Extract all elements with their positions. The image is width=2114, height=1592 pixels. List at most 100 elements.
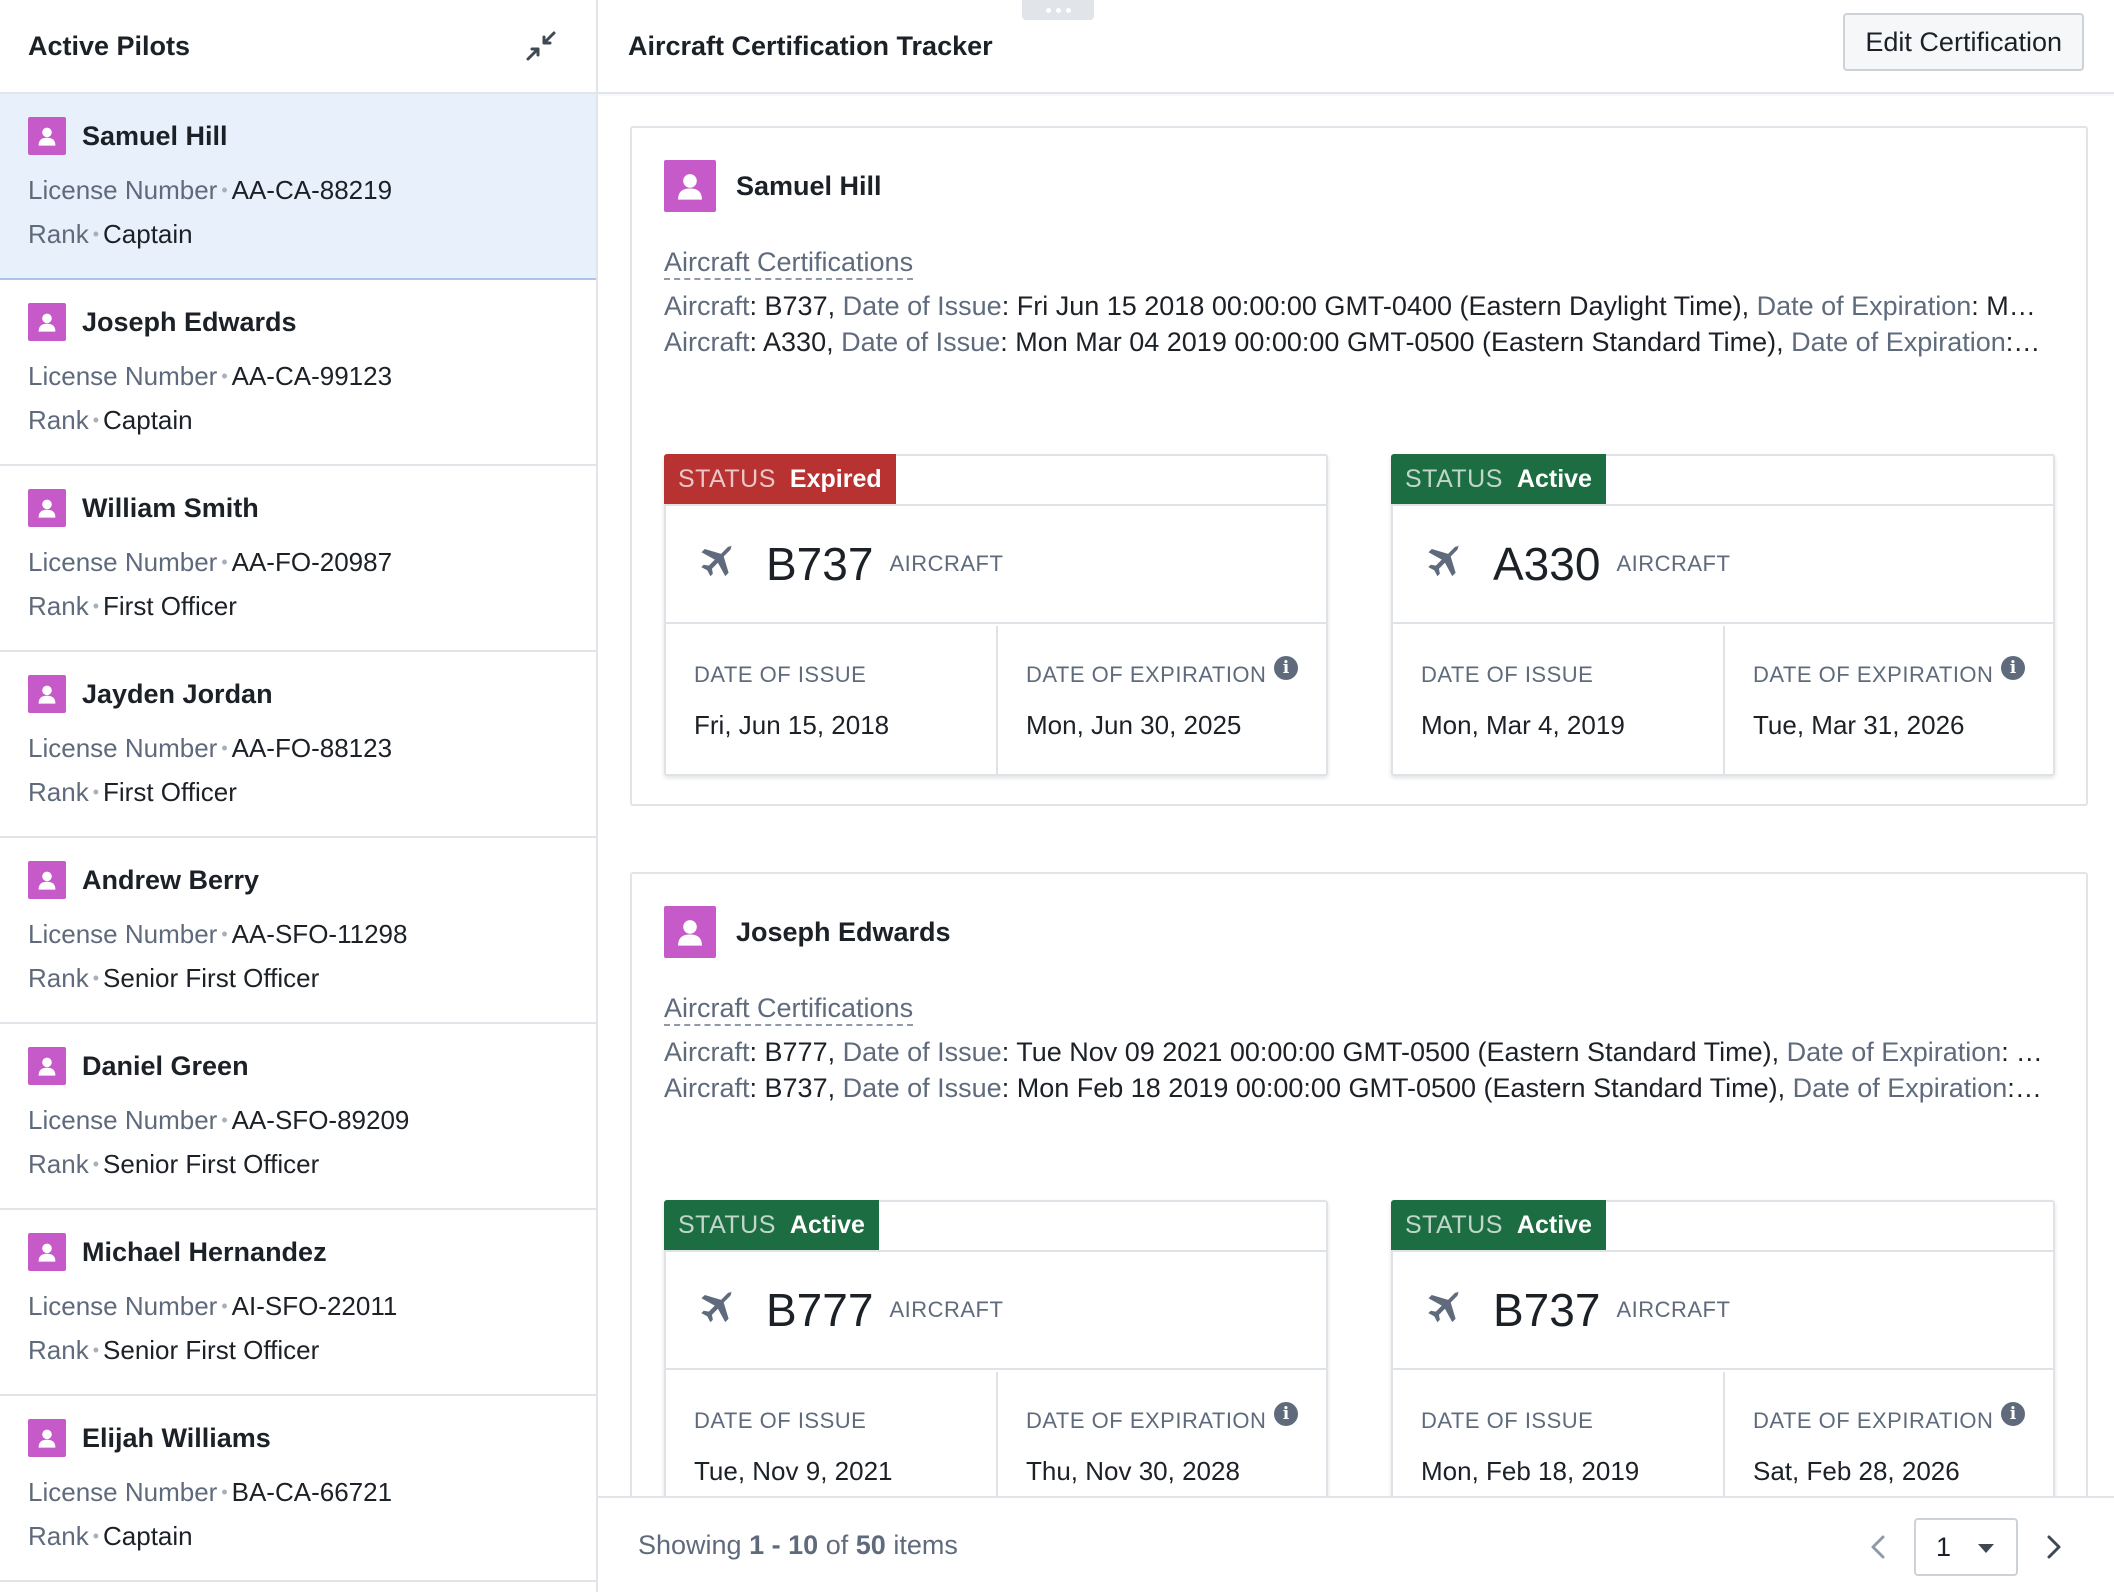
pilot-list-item[interactable]: William Smith License Number • AA-FO-20987 R… [0, 466, 596, 652]
main-panel: Aircraft Certification Tracker Edit Cert… [598, 0, 2114, 1592]
pilot-name-row: Samuel Hill [28, 117, 568, 155]
info-icon[interactable]: i [1274, 656, 1298, 680]
separator-dot: • [221, 1296, 228, 1316]
rank-value: Senior First Officer [103, 1149, 320, 1179]
separator-dot: • [221, 552, 228, 572]
date-of-issue: DATE OF ISSUE Mon, Feb 18, 2019 [1421, 1408, 1640, 1486]
person-icon [28, 1233, 66, 1271]
aircraft-dates: DATE OF ISSUE Mon, Feb 18, 2019 DATE OF EX… [1393, 1372, 2053, 1496]
rank-value: Senior First Officer [103, 963, 320, 993]
aircraft-card[interactable]: STATUS Active B737 AIRCRAFT DATE OF ISSUE Mon… [1391, 1200, 2055, 1496]
separator-dot: • [92, 1526, 100, 1546]
aircraft-dates: DATE OF ISSUE Mon, Mar 4, 2019 DATE OF EXP… [1393, 626, 2053, 774]
license-label: License Number [28, 919, 218, 949]
airplane-icon [1421, 542, 1465, 586]
license-value: AA-CA-99123 [231, 361, 393, 391]
airplane-icon [1421, 1288, 1465, 1332]
license-row: License Number • AA-CA-88219 [28, 168, 568, 212]
certification-summary-line: Aircraft: B777, Date of Issue: Tue Nov 0… [664, 1037, 2044, 1067]
license-value: AA-FO-88123 [231, 733, 393, 763]
pilot-list-item[interactable]: Samuel Hill License Number • AA-CA-88219 Ran… [0, 94, 596, 280]
aircraft-card[interactable]: STATUS Active B777 AIRCRAFT DATE OF ISSUE Tue… [664, 1200, 1328, 1496]
rank-label: Rank [28, 777, 89, 807]
aircraft-dates: DATE OF ISSUE Tue, Nov 9, 2021 DATE OF EXP… [666, 1372, 1326, 1496]
rank-row: Rank • Senior First Officer [28, 956, 568, 1000]
aircraft-header: B737 AIRCRAFT [1393, 1250, 2053, 1370]
license-row: License Number • AA-FO-20987 [28, 540, 568, 584]
aircraft-certifications-link[interactable]: Aircraft Certifications [664, 992, 914, 1026]
airplane-icon [694, 1288, 738, 1332]
rank-label: Rank [28, 591, 89, 621]
rank-label: Rank [28, 1335, 89, 1365]
pilot-list-item[interactable]: Elijah Williams License Number • BA-CA-6672… [0, 1396, 596, 1582]
pilot-name: Michael Hernandez [82, 1236, 327, 1267]
person-icon [664, 906, 716, 958]
rank-label: Rank [28, 1149, 89, 1179]
sidebar-title: Active Pilots [28, 30, 191, 61]
pilot-name: Elijah Williams [82, 1422, 271, 1453]
pilot-certification-card: Samuel Hill Aircraft Certifications Aircra… [630, 126, 2088, 806]
aircraft-code: B737 [766, 538, 874, 590]
pilot-name: Samuel Hill [82, 120, 228, 151]
pagination-footer: Showing 1 - 10 of 50 items 1 [598, 1496, 2114, 1592]
pilot-list-item[interactable]: Jayden Jordan License Number • AA-FO-88123 R… [0, 652, 596, 838]
edit-certification-button[interactable]: Edit Certification [1843, 13, 2084, 71]
rank-value: First Officer [103, 591, 237, 621]
pilot-name-row: Andrew Berry [28, 861, 568, 899]
rank-row: Rank • First Officer [28, 770, 568, 814]
status-badge: STATUS Active [1391, 1200, 1606, 1250]
separator-dot: • [92, 1340, 100, 1360]
date-of-issue: DATE OF ISSUE Tue, Nov 9, 2021 [694, 1408, 893, 1486]
rank-row: Rank • Captain [28, 1514, 568, 1558]
chevron-left-icon[interactable] [1858, 1519, 1898, 1575]
aircraft-code: B777 [766, 1284, 874, 1336]
aircraft-card[interactable]: STATUS Active A330 AIRCRAFT DATE OF ISSUE Mon… [1391, 454, 2055, 776]
page-select[interactable]: 1 [1914, 1518, 2018, 1576]
date-of-expiration: DATE OF EXPIRATION Sat, Feb 28, 2026 i [1723, 1372, 2053, 1496]
license-row: License Number • BA-CA-66721 [28, 1470, 568, 1514]
date-of-issue: DATE OF ISSUE Fri, Jun 15, 2018 [694, 662, 890, 740]
status-badge: STATUS Active [664, 1200, 879, 1250]
license-row: License Number • AA-FO-88123 [28, 726, 568, 770]
person-icon [28, 489, 66, 527]
pilot-certification-card: Joseph Edwards Aircraft Certifications Air… [630, 872, 2088, 1496]
info-icon[interactable]: i [2001, 1402, 2025, 1426]
pilot-name: Joseph Edwards [82, 306, 297, 337]
status-badge: STATUS Active [1391, 454, 1606, 504]
separator-dot: • [221, 1482, 228, 1502]
pilot-list-item[interactable]: Joseph Edwards License Number • AA-CA-99123… [0, 280, 596, 466]
aircraft-code: B737 [1493, 1284, 1601, 1336]
rank-row: Rank • First Officer [28, 584, 568, 628]
info-icon[interactable]: i [1274, 1402, 1298, 1426]
pilots-sidebar: Active Pilots Samuel Hill License Number •… [0, 0, 598, 1592]
info-icon[interactable]: i [2001, 656, 2025, 680]
rank-value: Captain [103, 405, 193, 435]
rank-label: Rank [28, 219, 89, 249]
aircraft-header: A330 AIRCRAFT [1393, 504, 2053, 624]
pilot-name: William Smith [82, 492, 259, 523]
license-label: License Number [28, 733, 218, 763]
pilot-list-item[interactable]: Andrew Berry License Number • AA-SFO-11298 R… [0, 838, 596, 1024]
separator-dot: • [92, 596, 100, 616]
pilot-name: Andrew Berry [82, 864, 260, 895]
pilot-list-item[interactable]: Daniel Green License Number • AA-SFO-89209 R… [0, 1024, 596, 1210]
aircraft-certifications-link[interactable]: Aircraft Certifications [664, 246, 914, 280]
rank-label: Rank [28, 1521, 89, 1551]
panel-drag-handle[interactable] [1022, 0, 1094, 20]
chevron-right-icon[interactable] [2034, 1519, 2074, 1575]
separator-dot: • [221, 180, 228, 200]
page-title: Aircraft Certification Tracker [628, 30, 993, 61]
person-icon [28, 1047, 66, 1085]
card-header: Samuel Hill [664, 160, 882, 212]
aircraft-type-label: AIRCRAFT [1616, 551, 1731, 576]
aircraft-card[interactable]: STATUS Expired B737 AIRCRAFT DATE OF ISSUE Fr… [664, 454, 1328, 776]
rank-value: First Officer [103, 777, 237, 807]
license-value: AI-SFO-22011 [231, 1291, 398, 1321]
pilot-list-item[interactable]: Michael Hernandez License Number • AI-SFO-2… [0, 1210, 596, 1396]
minimize-icon[interactable] [522, 27, 560, 65]
certification-list[interactable]: Samuel Hill Aircraft Certifications Aircra… [598, 96, 2114, 1496]
person-icon [28, 861, 66, 899]
pilot-name-row: Joseph Edwards [28, 303, 568, 341]
person-icon [28, 1419, 66, 1457]
rank-row: Rank • Senior First Officer [28, 1328, 568, 1372]
